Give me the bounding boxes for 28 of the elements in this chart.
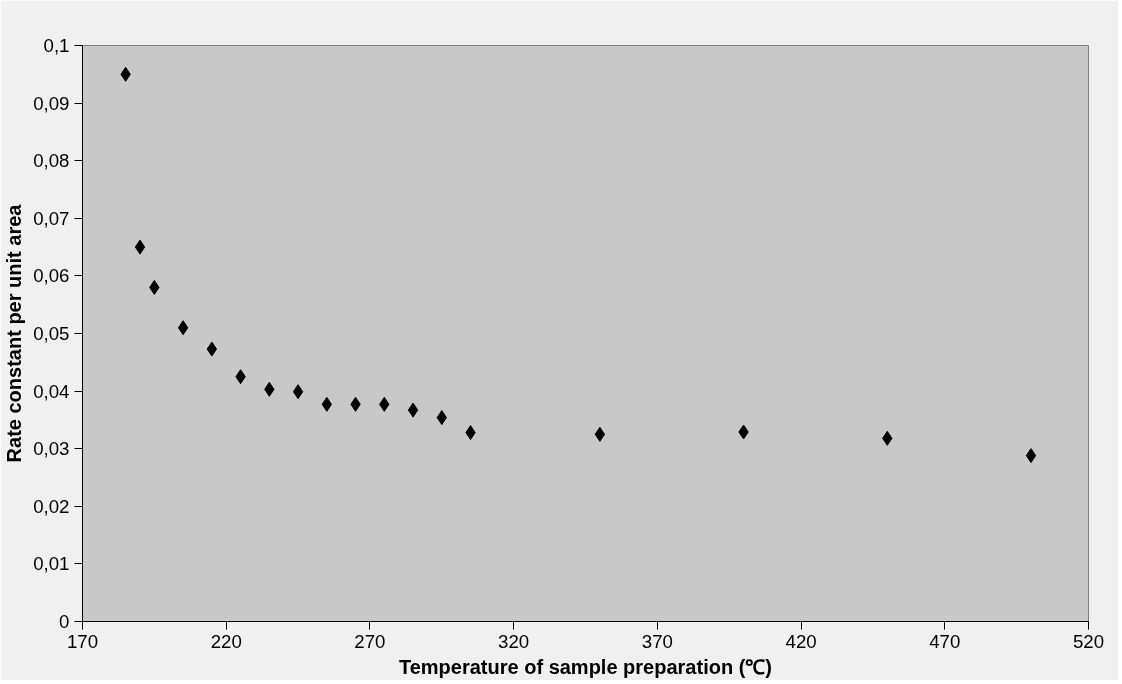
x-tick-label: 520 (1072, 630, 1105, 652)
x-tick-label: 320 (498, 630, 530, 652)
y-tick-label: 0,1 (43, 35, 70, 56)
point (134, 239, 146, 255)
point (594, 426, 606, 442)
y-tick-label: 0,05 (33, 323, 70, 344)
x-axis-title: Temperature of sample preparation (℃) (398, 655, 773, 678)
y-tick-label: 0,08 (33, 150, 70, 172)
y-axis-title: Rate constant per unit area (3, 203, 26, 463)
y-tick-label: 0 (59, 611, 70, 632)
point (407, 402, 419, 418)
x-tick-label: 420 (785, 630, 817, 652)
y-tick-label: 0,04 (33, 380, 70, 402)
y-tick-label: 0,02 (33, 495, 70, 517)
y-tick-label: 0,09 (33, 92, 70, 114)
y-tick-label: 0,07 (33, 207, 70, 229)
point (292, 384, 304, 400)
x-tick-label: 270 (354, 630, 386, 652)
point (1025, 448, 1037, 464)
x-tick-label: 370 (641, 630, 673, 652)
y-tick-label: 0,06 (33, 265, 70, 287)
y-tick-label: 0,01 (33, 553, 70, 575)
x-tick-label: 470 (929, 630, 961, 652)
x-tick-label: 220 (210, 630, 242, 652)
y-tick-label: 0,03 (33, 438, 70, 460)
point (206, 341, 218, 357)
x-tick-label: 170 (66, 630, 99, 652)
point (177, 320, 189, 336)
